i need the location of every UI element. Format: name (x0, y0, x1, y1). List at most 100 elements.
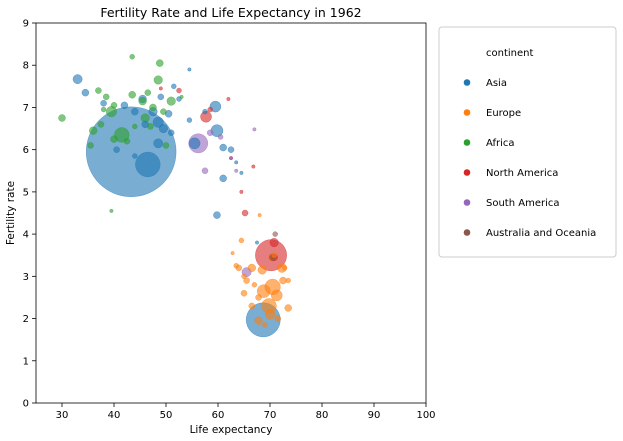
data-point (158, 124, 168, 134)
data-point (270, 289, 283, 302)
data-point (128, 91, 136, 99)
data-point (230, 251, 235, 256)
data-point (247, 263, 256, 273)
data-point (227, 146, 235, 153)
y-tick-label: 9 (23, 19, 29, 30)
y-tick-label: 5 (23, 187, 29, 198)
data-point (100, 99, 107, 107)
data-point (58, 114, 66, 122)
legend-marker (463, 79, 471, 86)
data-point (202, 108, 208, 115)
data-point (239, 189, 244, 194)
data-point (219, 174, 227, 183)
data-point (206, 129, 214, 137)
data-point (160, 108, 167, 115)
data-point (262, 322, 268, 328)
data-point (264, 309, 276, 320)
legend-marker (463, 199, 471, 206)
legend-entries: Asia Europe Africa North America South Ameri… (463, 78, 596, 239)
legend-entry-label: Africa (486, 138, 515, 149)
data-point (156, 59, 164, 67)
y-tick-label: 6 (23, 145, 29, 156)
data-point (153, 138, 164, 149)
data-point (131, 107, 139, 116)
data-point (153, 75, 163, 85)
data-point (132, 123, 138, 130)
data-point (240, 289, 248, 297)
data-point (100, 106, 107, 113)
data-point (81, 88, 90, 97)
data-point (213, 211, 221, 219)
data-point (162, 142, 170, 149)
y-tick-label: 2 (23, 314, 29, 325)
x-axis: 30 40 50 60 70 80 90 100 (56, 403, 436, 421)
data-point (95, 87, 102, 94)
data-point (272, 231, 278, 237)
legend-entry-label: Asia (486, 78, 507, 89)
data-point (120, 101, 129, 110)
plot-frame (35, 22, 427, 404)
legend-entry-label: South America (486, 198, 560, 209)
data-point (274, 315, 282, 322)
data-point (281, 265, 288, 271)
data-point (109, 208, 114, 213)
data-point (89, 126, 98, 135)
data-point (97, 121, 105, 128)
data-point (229, 156, 233, 161)
data-point (251, 164, 256, 169)
x-tick-label: 100 (416, 410, 435, 421)
x-axis-label: Life expectancy (190, 424, 273, 436)
data-point (217, 134, 224, 140)
data-point (187, 67, 192, 72)
data-point (157, 93, 165, 101)
x-tick-label: 80 (316, 410, 329, 421)
data-point (138, 96, 147, 106)
data-point (271, 252, 277, 258)
x-tick-label: 40 (108, 410, 121, 421)
data-point (234, 160, 239, 165)
data-point (254, 316, 263, 325)
scatter-points (58, 54, 292, 338)
data-point (207, 106, 213, 113)
data-point (166, 96, 176, 106)
data-point (234, 168, 239, 173)
data-point (241, 209, 249, 217)
y-tick-label: 7 (23, 103, 29, 114)
data-point (239, 170, 244, 175)
y-tick-label: 4 (23, 230, 29, 241)
data-point (186, 117, 193, 123)
x-tick-label: 90 (368, 410, 381, 421)
data-point (257, 265, 267, 275)
legend-entry-label: Australia and Oceania (486, 228, 596, 239)
data-point (279, 276, 287, 285)
data-point (241, 273, 247, 280)
data-point (188, 137, 201, 150)
legend-marker (463, 109, 471, 116)
chart-title: Fertility Rate and Life Expectancy in 19… (100, 5, 361, 20)
y-axis: 0 1 2 3 4 5 6 7 8 9 (23, 19, 36, 410)
legend-entry-label: North America (486, 168, 558, 179)
data-point (243, 277, 250, 284)
data-point (147, 123, 154, 130)
data-point (87, 142, 94, 149)
data-point (233, 263, 239, 269)
data-point (256, 284, 271, 298)
data-point (149, 103, 157, 112)
data-point (248, 302, 256, 310)
x-tick-label: 30 (56, 410, 69, 421)
data-point (226, 97, 231, 101)
data-point (176, 87, 182, 94)
data-point (135, 151, 161, 178)
data-point (72, 74, 83, 85)
x-tick-label: 70 (264, 410, 277, 421)
x-tick-label: 60 (212, 410, 225, 421)
data-point (110, 135, 118, 143)
plot-area (35, 22, 427, 404)
data-point (179, 94, 184, 99)
data-point (251, 282, 258, 288)
plot-background (36, 23, 426, 403)
data-point (252, 127, 257, 132)
data-point (171, 83, 177, 90)
data-point (269, 238, 279, 248)
